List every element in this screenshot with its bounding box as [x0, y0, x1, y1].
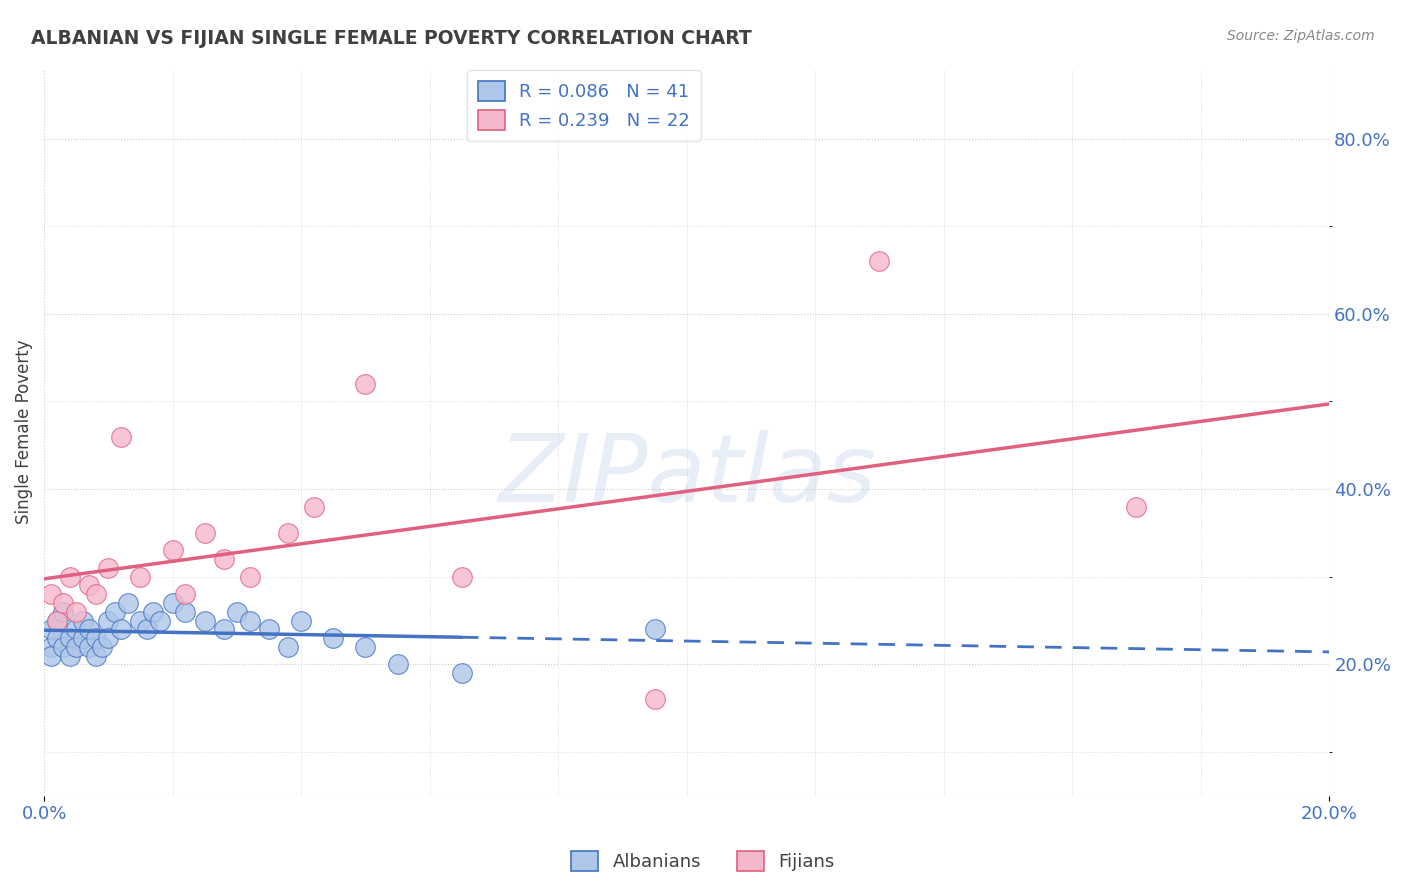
Point: [59, 648, 82, 663]
Point: [174, 605, 197, 619]
Point: [277, 525, 299, 540]
Point: [77, 640, 100, 654]
Point: [97, 561, 120, 575]
Point: [117, 596, 139, 610]
Point: [450, 666, 472, 681]
Point: [97, 614, 120, 628]
Point: [65, 605, 87, 619]
Text: ALBANIAN VS FIJIAN SINGLE FEMALE POVERTY CORRELATION CHART: ALBANIAN VS FIJIAN SINGLE FEMALE POVERTY…: [31, 29, 752, 47]
Point: [162, 596, 184, 610]
Point: [239, 570, 262, 584]
Point: [39, 640, 62, 654]
Point: [257, 622, 280, 636]
Point: [1125, 500, 1147, 514]
Legend: R = 0.086   N = 41, R = 0.239   N = 22: R = 0.086 N = 41, R = 0.239 N = 22: [467, 70, 700, 141]
Point: [52, 596, 75, 610]
Point: [77, 578, 100, 592]
Point: [46, 631, 69, 645]
Point: [59, 570, 82, 584]
Point: [142, 605, 165, 619]
Point: [212, 552, 235, 566]
Point: [59, 631, 82, 645]
Point: [72, 631, 94, 645]
Point: [354, 640, 377, 654]
Point: [322, 631, 344, 645]
Point: [110, 429, 132, 443]
Point: [84, 648, 107, 663]
Point: [129, 614, 152, 628]
Point: [869, 254, 891, 268]
Point: [39, 622, 62, 636]
Point: [77, 622, 100, 636]
Point: [65, 622, 87, 636]
Y-axis label: Single Female Poverty: Single Female Poverty: [15, 340, 32, 524]
Point: [450, 570, 472, 584]
Point: [72, 614, 94, 628]
Point: [110, 622, 132, 636]
Point: [52, 640, 75, 654]
Point: [129, 570, 152, 584]
Point: [302, 500, 325, 514]
Point: [46, 614, 69, 628]
Point: [104, 605, 127, 619]
Point: [290, 614, 312, 628]
Point: [84, 587, 107, 601]
Point: [239, 614, 262, 628]
Text: ZIPatlas: ZIPatlas: [498, 430, 876, 521]
Point: [225, 605, 247, 619]
Point: [52, 605, 75, 619]
Point: [194, 525, 217, 540]
Point: [39, 648, 62, 663]
Point: [84, 631, 107, 645]
Point: [46, 614, 69, 628]
Legend: Albanians, Fijians: Albanians, Fijians: [564, 844, 842, 879]
Point: [174, 587, 197, 601]
Point: [65, 640, 87, 654]
Text: Source: ZipAtlas.com: Source: ZipAtlas.com: [1227, 29, 1375, 43]
Point: [354, 376, 377, 391]
Point: [212, 622, 235, 636]
Point: [135, 622, 157, 636]
Point: [644, 622, 666, 636]
Point: [91, 640, 114, 654]
Point: [149, 614, 172, 628]
Point: [277, 640, 299, 654]
Point: [39, 587, 62, 601]
Point: [644, 692, 666, 706]
Point: [387, 657, 409, 672]
Point: [162, 543, 184, 558]
Point: [97, 631, 120, 645]
Point: [194, 614, 217, 628]
